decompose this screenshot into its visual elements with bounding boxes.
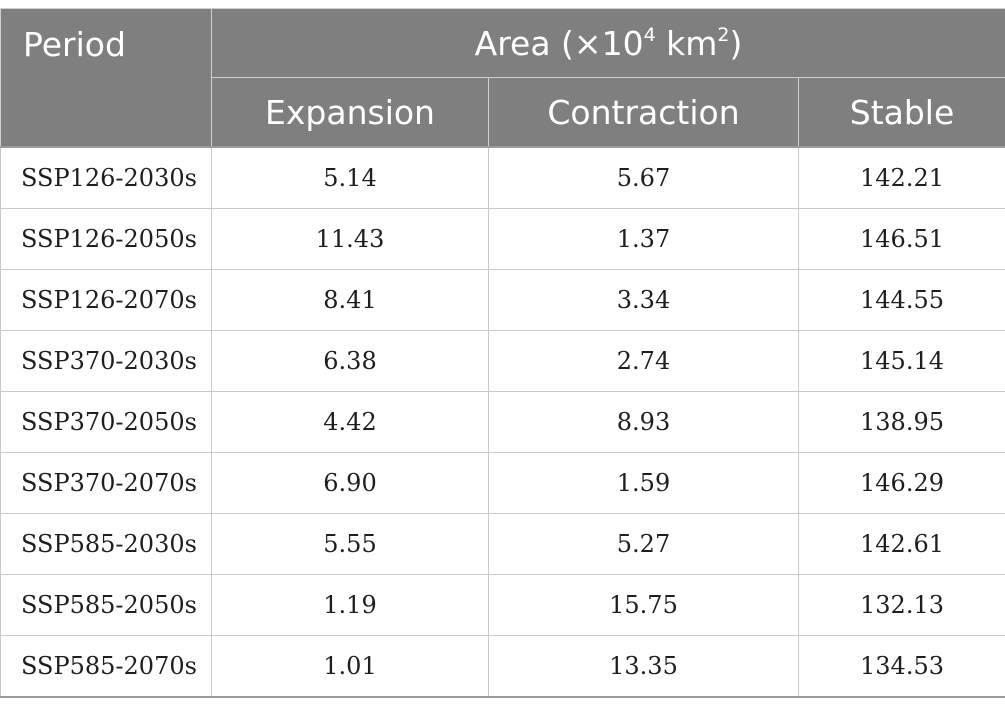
- stable-cell: 142.21: [797, 146, 1005, 209]
- expansion-cell: 5.55: [211, 513, 489, 575]
- expansion-cell: 6.38: [211, 330, 489, 392]
- table-row: SSP585-2030s 5.55 5.27 142.61: [0, 513, 1005, 575]
- stable-cell: 138.95: [797, 391, 1005, 453]
- period-cell: SSP126-2070s: [0, 269, 212, 331]
- contraction-cell: 15.75: [488, 574, 799, 636]
- table-row: SSP126-2070s 8.41 3.34 144.55: [0, 269, 1005, 331]
- stable-cell: 132.13: [797, 574, 1005, 636]
- stable-header: Stable: [797, 77, 1005, 148]
- period-cell: SSP126-2030s: [0, 146, 212, 209]
- contraction-cell: 1.37: [488, 208, 799, 270]
- area-header-unit: km: [655, 23, 718, 63]
- stable-cell: 146.51: [797, 208, 1005, 270]
- table-row: SSP126-2050s 11.43 1.37 146.51: [0, 208, 1005, 270]
- table-row: SSP585-2070s 1.01 13.35 134.53: [0, 635, 1005, 698]
- contraction-cell: 2.74: [488, 330, 799, 392]
- contraction-header: Contraction: [488, 77, 799, 148]
- area-header-square: 2: [717, 23, 730, 46]
- period-cell: SSP126-2050s: [0, 208, 212, 270]
- stable-cell: 134.53: [797, 635, 1005, 698]
- period-cell: SSP585-2050s: [0, 574, 212, 636]
- period-cell: SSP370-2070s: [0, 452, 212, 514]
- contraction-cell: 1.59: [488, 452, 799, 514]
- header-row-sub: Expansion Contraction Stable: [1, 77, 1005, 148]
- expansion-cell: 1.19: [211, 574, 489, 636]
- area-header-suffix: ): [729, 23, 743, 63]
- contraction-cell: 13.35: [488, 635, 799, 698]
- stable-cell: 146.29: [797, 452, 1005, 514]
- period-cell: SSP370-2050s: [0, 391, 212, 453]
- expansion-cell: 1.01: [211, 635, 489, 698]
- contraction-cell: 3.34: [488, 269, 799, 331]
- period-header: Period: [0, 8, 212, 148]
- table-row: SSP370-2030s 6.38 2.74 145.14: [0, 330, 1005, 392]
- contraction-cell: 5.67: [488, 146, 799, 209]
- area-change-table: Period Area (×104 km2) Expansion Contrac…: [0, 8, 1005, 698]
- contraction-cell: 8.93: [488, 391, 799, 453]
- header-row-top: Period Area (×104 km2): [0, 8, 1005, 148]
- table-body: SSP126-2030s 5.14 5.67 142.21 SSP126-2050s 11…: [0, 146, 1005, 698]
- table-header: Period Area (×104 km2) Expansion Contrac…: [0, 8, 1005, 148]
- period-cell: SSP585-2030s: [0, 513, 212, 575]
- period-cell: SSP585-2070s: [0, 635, 212, 698]
- area-header: Area (×104 km2): [210, 8, 1005, 78]
- expansion-cell: 6.90: [211, 452, 489, 514]
- table-row: SSP126-2030s 5.14 5.67 142.21: [0, 146, 1005, 209]
- area-header-exponent: 4: [643, 23, 656, 46]
- expansion-cell: 11.43: [211, 208, 489, 270]
- contraction-cell: 5.27: [488, 513, 799, 575]
- period-cell: SSP370-2030s: [0, 330, 212, 392]
- table-row: SSP370-2070s 6.90 1.59 146.29: [0, 452, 1005, 514]
- table-row: SSP585-2050s 1.19 15.75 132.13: [0, 574, 1005, 636]
- area-header-prefix: Area (×10: [474, 23, 644, 63]
- stable-cell: 145.14: [797, 330, 1005, 392]
- stable-cell: 142.61: [797, 513, 1005, 575]
- expansion-cell: 8.41: [211, 269, 489, 331]
- stable-cell: 144.55: [797, 269, 1005, 331]
- expansion-cell: 5.14: [211, 146, 489, 209]
- period-header-label: Period: [23, 25, 126, 64]
- expansion-header: Expansion: [211, 77, 489, 148]
- table-row: SSP370-2050s 4.42 8.93 138.95: [0, 391, 1005, 453]
- expansion-cell: 4.42: [211, 391, 489, 453]
